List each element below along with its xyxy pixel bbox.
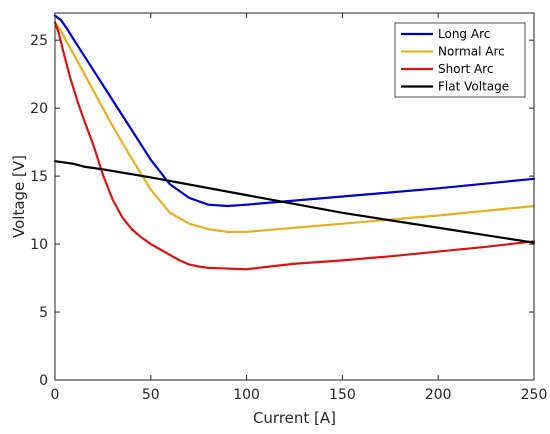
y-tick-label: 10 — [30, 237, 48, 253]
series-layer — [53, 14, 536, 271]
x-axis-title: Current [A] — [253, 409, 336, 427]
plot-frame — [54, 12, 535, 381]
series-line-2 — [53, 21, 536, 271]
legend-label-1: Normal Arc — [438, 45, 505, 59]
y-axis-title: Voltage [V] — [10, 155, 28, 238]
y-tick-label: 15 — [30, 169, 48, 185]
x-tick-label: 0 — [51, 387, 60, 403]
y-tick-label: 0 — [39, 373, 48, 389]
x-tick-label: 100 — [233, 387, 260, 403]
legend: Long Arc Normal Arc Short Arc Flat Voltage — [394, 22, 526, 98]
axes-layer: 0 50 100 150 200 250 0 5 10 15 20 25 — [30, 12, 548, 403]
y-tick-label: 20 — [30, 101, 48, 117]
y-tick-label: 5 — [39, 305, 48, 321]
x-tick-label: 50 — [142, 387, 160, 403]
y-tick-label: 25 — [30, 33, 48, 49]
legend-label-2: Short Arc — [438, 62, 494, 76]
legend-label-3: Flat Voltage — [438, 80, 509, 94]
series-line-0 — [53, 14, 536, 208]
x-tick-label: 250 — [521, 387, 548, 403]
x-tick-label: 200 — [425, 387, 452, 403]
series-line-3 — [53, 160, 536, 244]
legend-label-0: Long Arc — [438, 27, 490, 41]
x-tick-label: 150 — [329, 387, 356, 403]
series-line-1 — [53, 21, 536, 233]
legend-box — [394, 22, 526, 98]
